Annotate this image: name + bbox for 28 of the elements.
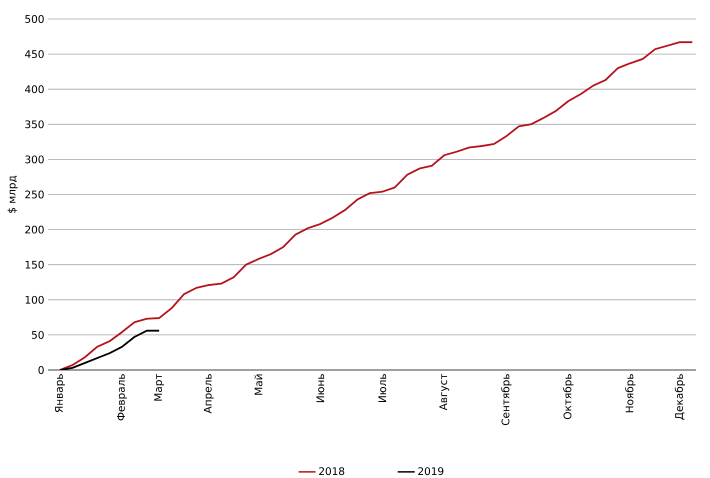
- x-tick-label: Март: [154, 374, 164, 401]
- x-tick-label: Сентябрь: [501, 374, 512, 426]
- x-tick-label: Август: [439, 374, 450, 410]
- legend-label: 2019: [418, 467, 444, 476]
- x-tick-label: Июнь: [316, 374, 324, 402]
- x-tick-label: Май: [254, 374, 262, 395]
- x-tick-label: Январь: [55, 374, 65, 412]
- line-series: [59, 41, 694, 370]
- y-axis-title: $ млрд: [8, 176, 18, 213]
- x-tick-label: Октябрь: [563, 374, 574, 420]
- x-tick-label: Февраль: [117, 374, 127, 420]
- legend-label: 2018: [319, 467, 344, 476]
- y-tick-label: 200: [25, 226, 44, 234]
- y-tick-label: 500: [25, 15, 44, 23]
- y-tick-label: 100: [26, 296, 44, 304]
- line-series: [59, 330, 160, 370]
- x-tick-label: Июль: [378, 374, 386, 402]
- x-tick-label: Ноябрь: [625, 374, 636, 412]
- y-tick-label: 50: [32, 330, 44, 339]
- x-tick-label: Апрель: [204, 374, 214, 414]
- x-tick-label: Декабрь: [674, 374, 686, 420]
- y-tick-label: 250: [25, 190, 44, 198]
- y-tick-label: 300: [25, 155, 44, 164]
- y-tick-label: 150: [26, 260, 44, 269]
- y-tick-label: 0: [38, 366, 44, 374]
- y-tick-label: 400: [25, 85, 44, 94]
- y-tick-label: 450: [25, 50, 44, 58]
- y-tick-label: 350: [25, 120, 44, 128]
